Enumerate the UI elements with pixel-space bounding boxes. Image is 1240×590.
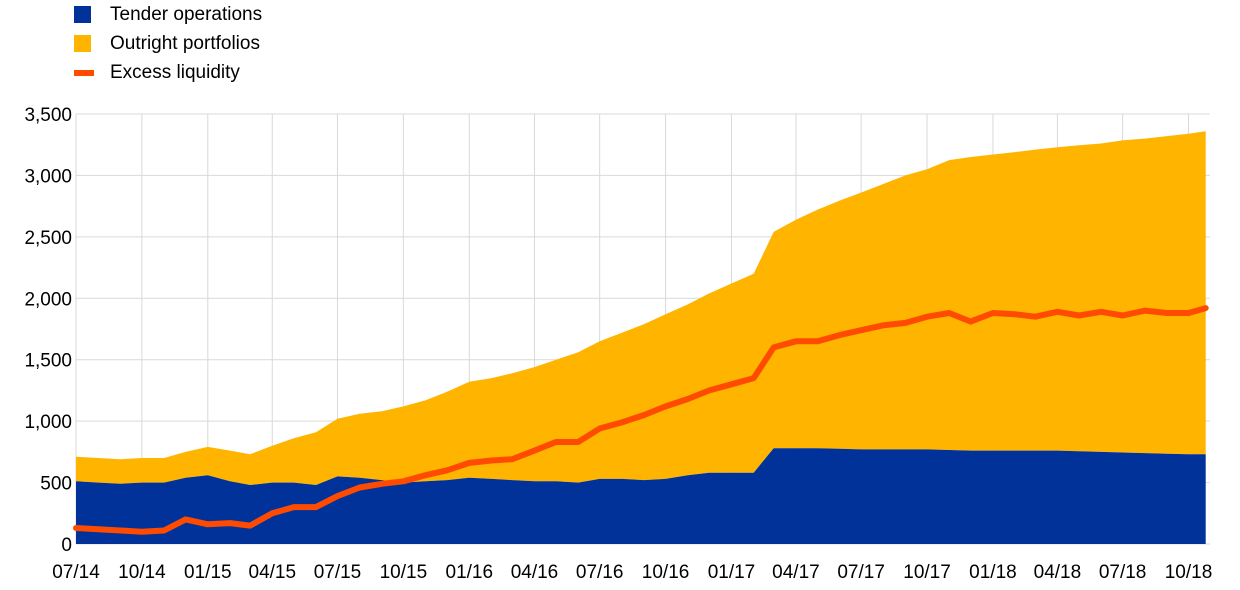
y-tick-label: 0 <box>61 535 72 556</box>
x-tick-label: 07/17 <box>837 562 885 583</box>
x-tick-label: 10/15 <box>380 562 428 583</box>
x-tick-label: 04/17 <box>772 562 820 583</box>
x-tick-label: 10/18 <box>1165 562 1213 583</box>
x-tick-label: 07/15 <box>314 562 362 583</box>
y-tick-label: 500 <box>40 474 72 495</box>
y-tick-label: 2,500 <box>24 228 72 249</box>
legend-label-excess-liquidity: Excess liquidity <box>110 62 240 83</box>
x-tick-label: 10/16 <box>642 562 690 583</box>
x-tick-label: 01/18 <box>969 562 1017 583</box>
legend-swatch-outright-portfolios <box>74 35 91 52</box>
line-excess-liquidity <box>73 305 1209 535</box>
x-tick-label: 10/14 <box>118 562 166 583</box>
x-tick-label: 04/15 <box>249 562 297 583</box>
y-tick-label: 3,500 <box>24 105 72 126</box>
x-tick-label: 01/15 <box>184 562 232 583</box>
y-tick-label: 1,000 <box>24 412 72 433</box>
x-tick-label: 04/16 <box>511 562 559 583</box>
x-tick-label: 07/16 <box>576 562 624 583</box>
x-tick-label: 07/14 <box>52 562 100 583</box>
legend-label-tender-operations: Tender operations <box>110 4 263 25</box>
area-outright-portfolios <box>76 131 1206 485</box>
y-tick-label: 1,500 <box>24 351 72 372</box>
legend-swatch-excess-liquidity <box>74 70 94 76</box>
y-tick-label: 3,000 <box>24 166 72 187</box>
area-tender-operations <box>76 448 1206 544</box>
x-tick-label: 01/17 <box>708 562 756 583</box>
x-tick-label: 01/16 <box>446 562 494 583</box>
y-tick-label: 2,000 <box>24 289 72 310</box>
legend-label-outright-portfolios: Outright portfolios <box>110 33 260 54</box>
x-tick-label: 10/17 <box>903 562 951 583</box>
x-tick-label: 07/18 <box>1099 562 1147 583</box>
legend-swatch-tender-operations <box>74 6 91 23</box>
x-tick-label: 04/18 <box>1034 562 1082 583</box>
